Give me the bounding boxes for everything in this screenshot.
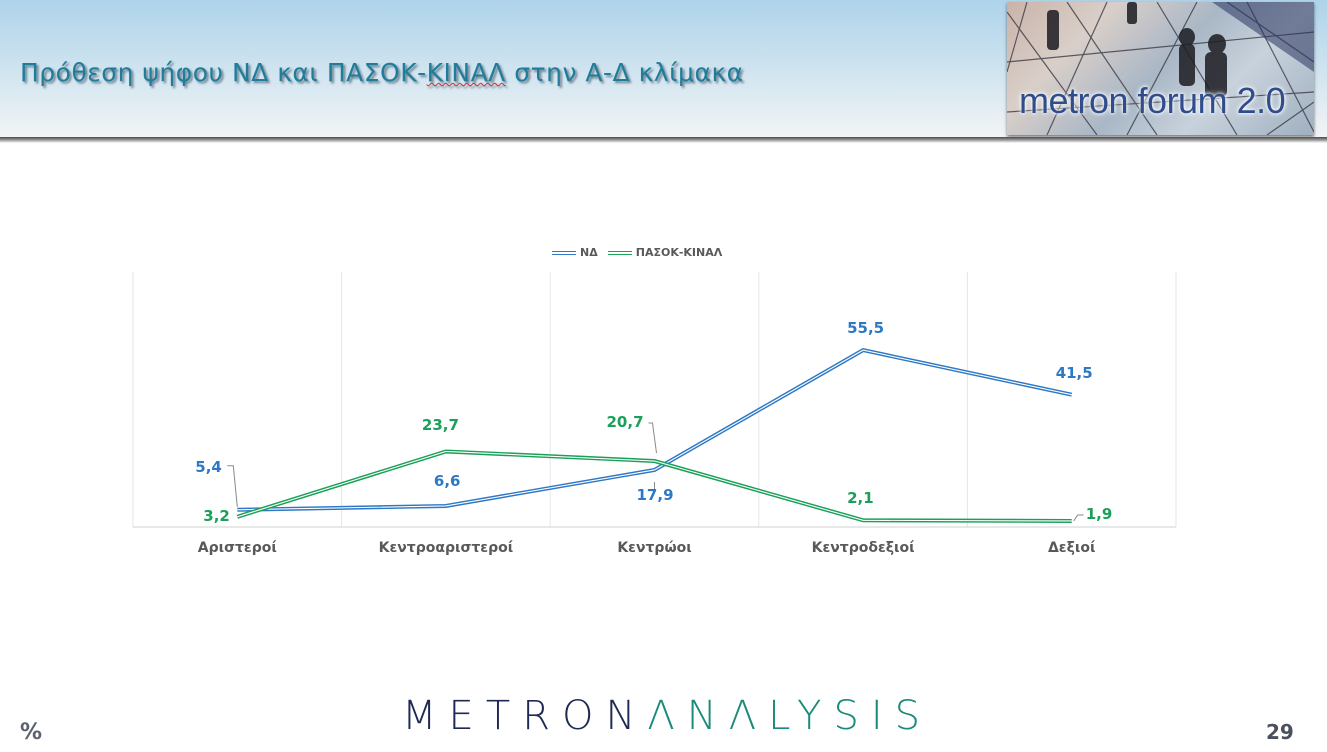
title-text-part2: στην Α-Δ κλίμακα xyxy=(505,58,744,87)
data-label: 41,5 xyxy=(1055,363,1093,382)
legend-item-pasok: ΠΑΣΟΚ-ΚΙΝΑΛ xyxy=(607,246,723,259)
x-axis-label: Κεντρώοι xyxy=(617,540,692,556)
legend-item-nd: ΝΔ xyxy=(552,246,598,259)
legend-line-icon-pasok xyxy=(607,250,632,255)
slide-header: Πρόθεση ψήφου ΝΔ και ΠΑΣΟΚ-ΚΙΝΑΛ στην Α-… xyxy=(0,0,1327,137)
metron-analysis-logo: METRONΛNΛLYSIS xyxy=(402,693,932,739)
x-axis-label: Αριστεροί xyxy=(197,540,277,556)
logo-text: metron forum 2.0 xyxy=(1019,80,1286,121)
data-label-leader-lines xyxy=(227,422,1084,522)
data-label: 6,6 xyxy=(433,471,461,490)
title-text-spellcheck-word: ΚΙΝΑΛ xyxy=(426,58,506,87)
legend-label-nd: ΝΔ xyxy=(580,246,598,259)
data-label: 20,7 xyxy=(606,413,644,432)
unit-label: % xyxy=(20,720,43,745)
data-label: 5,4 xyxy=(195,457,222,476)
data-label: 3,2 xyxy=(203,506,230,525)
brand-text-metron: METRON xyxy=(402,693,648,739)
chart-legend: ΝΔ ΠΑΣΟΚ-ΚΙΝΑΛ xyxy=(552,246,722,259)
legend-line-icon-nd xyxy=(552,250,576,255)
data-label: 1,9 xyxy=(1085,504,1113,523)
header-divider xyxy=(0,137,1327,143)
legend-label-pasok: ΠΑΣΟΚ-ΚΙΝΑΛ xyxy=(635,246,723,259)
logo-background-icon xyxy=(1007,2,1314,135)
x-axis-label: Κεντροδεξιοί xyxy=(811,540,915,556)
x-axis-label: Κεντροαριστεροί xyxy=(378,540,514,556)
data-label: 55,5 xyxy=(847,319,885,338)
page-number: 29 xyxy=(1266,720,1294,744)
chart-series-lines xyxy=(236,347,1073,523)
metron-forum-logo: metron forum 2.0 xyxy=(1007,2,1314,135)
x-axis-label: Δεξιοί xyxy=(1047,540,1096,556)
title-text-part1: Πρόθεση ψήφου ΝΔ και ΠΑΣΟΚ- xyxy=(20,58,427,87)
data-label: 17,9 xyxy=(636,485,674,504)
brand-text-analysis: ΛNΛLYSIS xyxy=(647,693,933,739)
data-label: 23,7 xyxy=(421,416,459,435)
slide-title: Πρόθεση ψήφου ΝΔ και ΠΑΣΟΚ-ΚΙΝΑΛ στην Α-… xyxy=(20,58,744,87)
data-label: 2,1 xyxy=(847,489,874,508)
